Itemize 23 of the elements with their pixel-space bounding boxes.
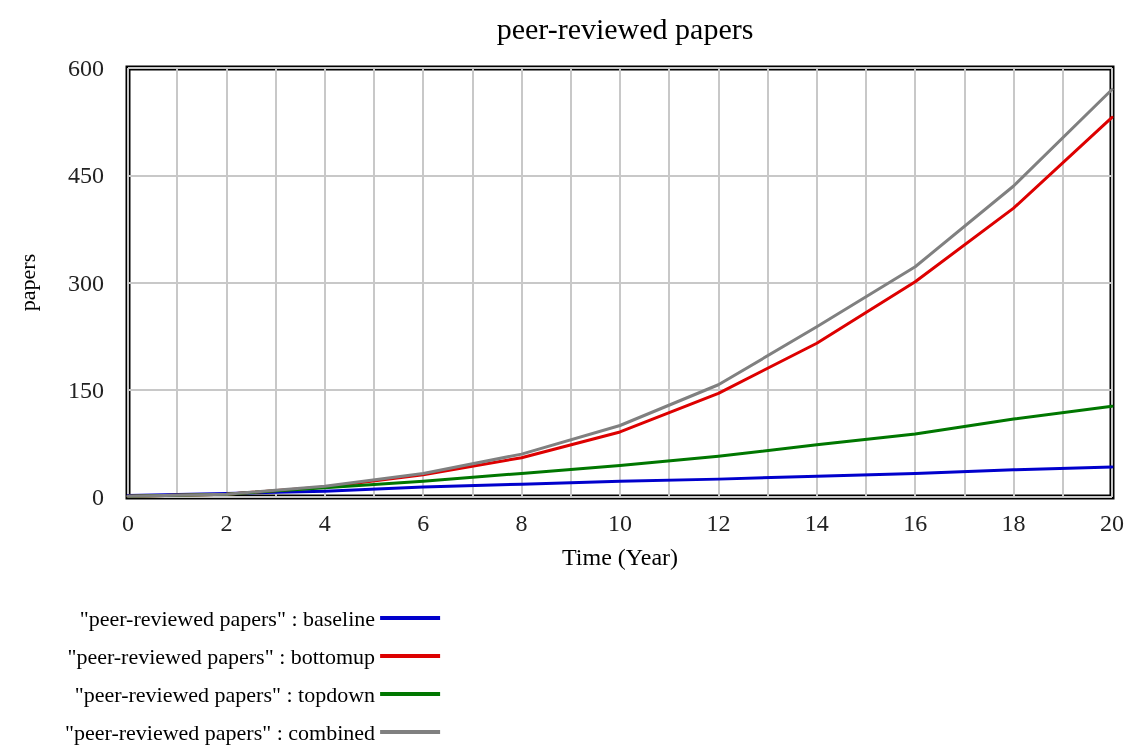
legend-label: "peer-reviewed papers" : topdown — [74, 681, 376, 707]
x-tick-label: 14 — [804, 510, 829, 536]
legend-label: "peer-reviewed papers" : bottomup — [67, 643, 376, 669]
x-tick-label: 10 — [608, 510, 632, 536]
y-axis-title: papers — [14, 253, 40, 312]
y-tick-label: 0 — [92, 484, 104, 510]
y-tick-label: 450 — [68, 162, 104, 189]
y-tick-label: 600 — [68, 55, 104, 81]
chart-title: peer-reviewed papers — [496, 11, 754, 45]
legend-label: "peer-reviewed papers" : combined — [65, 719, 376, 745]
x-tick-label: 12 — [706, 510, 731, 536]
x-tick-label: 20 — [1100, 510, 1124, 536]
x-tick-label: 2 — [220, 510, 233, 536]
x-tick-label: 8 — [515, 510, 528, 536]
x-tick-label: 0 — [122, 510, 134, 536]
legend-label: "peer-reviewed papers" : baseline — [79, 605, 376, 631]
x-tick-label: 4 — [318, 510, 331, 536]
y-tick-label: 300 — [68, 269, 104, 296]
x-axis-title: Time (Year) — [561, 544, 679, 570]
x-tick-label: 18 — [1001, 510, 1026, 536]
y-tick-label: 150 — [68, 376, 104, 403]
x-tick-label: 16 — [903, 510, 928, 536]
x-tick-label: 6 — [417, 510, 430, 536]
